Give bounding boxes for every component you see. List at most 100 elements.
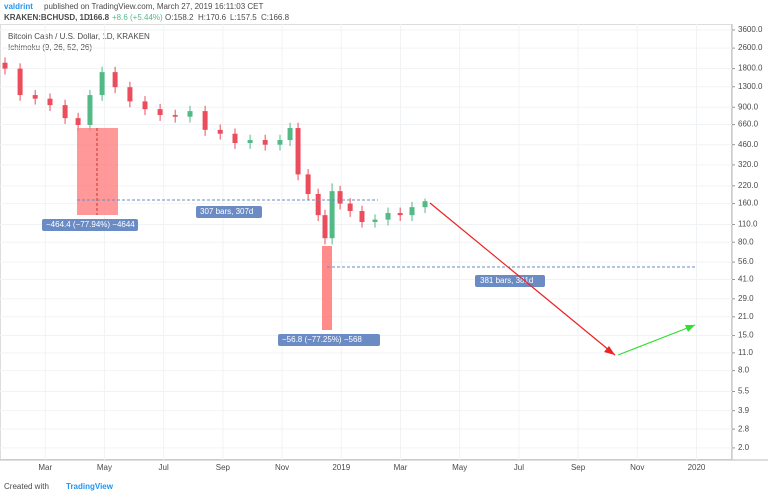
footer-brand: TradingView [66, 482, 114, 491]
measure-box [77, 128, 118, 215]
candle-body [157, 109, 163, 116]
candle-body [142, 101, 148, 110]
change: +8.6 (+5.44%) [112, 13, 163, 22]
label-box [475, 275, 545, 287]
candle-body [47, 98, 53, 106]
arrow-head [685, 325, 695, 332]
x-tick-label: Nov [275, 463, 289, 472]
candle-body [247, 140, 253, 144]
x-tick-label: Sep [216, 463, 231, 472]
y-tick-label: 220.0 [738, 181, 759, 190]
measure-box [322, 246, 332, 330]
candle-body [17, 68, 23, 96]
y-tick-label: 320.0 [738, 160, 759, 169]
candle-body [372, 219, 378, 222]
x-tick-label: May [452, 463, 467, 472]
close: C:166.8 [261, 13, 290, 22]
candle-body [262, 140, 268, 145]
y-tick-label: 2.0 [738, 443, 750, 452]
open: O:158.2 [165, 13, 194, 22]
candle-body [422, 201, 428, 208]
arrow-head [604, 346, 615, 355]
x-tick-label: May [97, 463, 112, 472]
candle-body [62, 105, 68, 119]
drawings: −464.4 (−77.94%) −4644 307 bars, 307d 38… [42, 128, 697, 356]
candle-body [359, 211, 365, 222]
y-tick-label: 660.0 [738, 120, 759, 129]
x-tick-label: Jul [514, 463, 524, 472]
arrow [429, 202, 616, 356]
candle-body [75, 118, 81, 125]
candle-body [87, 95, 93, 125]
candle-body [397, 213, 403, 216]
candle-body [315, 193, 321, 216]
candle-body [409, 207, 415, 216]
high: H:170.6 [198, 13, 227, 22]
candle-body [127, 87, 133, 102]
candle-body [322, 215, 328, 239]
x-tick-label: 2019 [332, 463, 350, 472]
annotation: 381 bars, 381d [480, 276, 533, 285]
y-tick-label: 900.0 [738, 102, 759, 111]
symbol: KRAKEN:BCHUSD, 1D [4, 13, 90, 22]
candle-body [287, 128, 293, 141]
indicator: Ichimoku (9, 26, 52, 26) [8, 43, 92, 52]
annotation: −56.8 (−77.25%) −568 [282, 335, 362, 344]
candles [2, 57, 428, 245]
y-tick-label: 41.0 [738, 275, 754, 284]
x-tick-label: Jul [159, 463, 169, 472]
footer-created: Created with [4, 482, 49, 491]
candle-body [305, 174, 311, 194]
y-tick-label: 2600.0 [738, 43, 763, 52]
x-tick-label: Mar [394, 463, 408, 472]
candle-body [187, 111, 193, 117]
y-tick-label: 21.0 [738, 312, 754, 321]
candle-body [99, 72, 105, 96]
candle-body [347, 203, 353, 212]
last: 166.8 [89, 13, 110, 22]
y-tick-label: 8.0 [738, 366, 750, 375]
candle-body [32, 95, 38, 99]
y-tick-label: 1800.0 [738, 64, 763, 73]
candle-body [232, 133, 238, 144]
candle-body [385, 213, 391, 220]
y-tick-label: 29.0 [738, 294, 754, 303]
arrow [617, 324, 696, 356]
y-tick-label: 110.0 [738, 220, 758, 229]
y-tick-label: 3600.0 [738, 25, 763, 34]
x-tick-label: Sep [571, 463, 586, 472]
y-tick-label: 1300.0 [738, 82, 763, 91]
y-tick-label: 3.9 [738, 406, 750, 415]
x-tick-label: 2020 [688, 463, 706, 472]
x-tick-label: Nov [630, 463, 644, 472]
y-tick-label: 2.8 [738, 424, 750, 433]
candle-body [217, 129, 223, 134]
candle-body [172, 115, 178, 117]
low: L:157.5 [230, 13, 257, 22]
y-tick-label: 80.0 [738, 237, 754, 246]
candle-body [112, 72, 118, 88]
label-box [42, 219, 138, 231]
y-tick-label: 11.0 [738, 348, 754, 357]
y-tick-label: 15.0 [738, 331, 754, 340]
candle-body [329, 191, 335, 239]
author: valdrint [4, 2, 33, 11]
candle-body [202, 111, 208, 130]
candle-body [295, 128, 301, 175]
annotation: −464.4 (−77.94%) −4644 [46, 220, 135, 229]
y-tick-label: 160.0 [738, 199, 759, 208]
candle-body [277, 140, 283, 145]
label-box [196, 206, 262, 218]
x-tick-label: Mar [38, 463, 52, 472]
y-tick-label: 5.5 [738, 387, 750, 396]
label-box [278, 334, 380, 346]
y-tick-label: 460.0 [738, 140, 759, 149]
candle-body [2, 62, 8, 69]
chart-title: Bitcoin Cash / U.S. Dollar, 1D, KRAKEN [8, 32, 150, 41]
published: published on TradingView.com, March 27, … [44, 2, 264, 11]
annotation: 307 bars, 307d [200, 207, 253, 216]
candle-body [337, 191, 343, 204]
